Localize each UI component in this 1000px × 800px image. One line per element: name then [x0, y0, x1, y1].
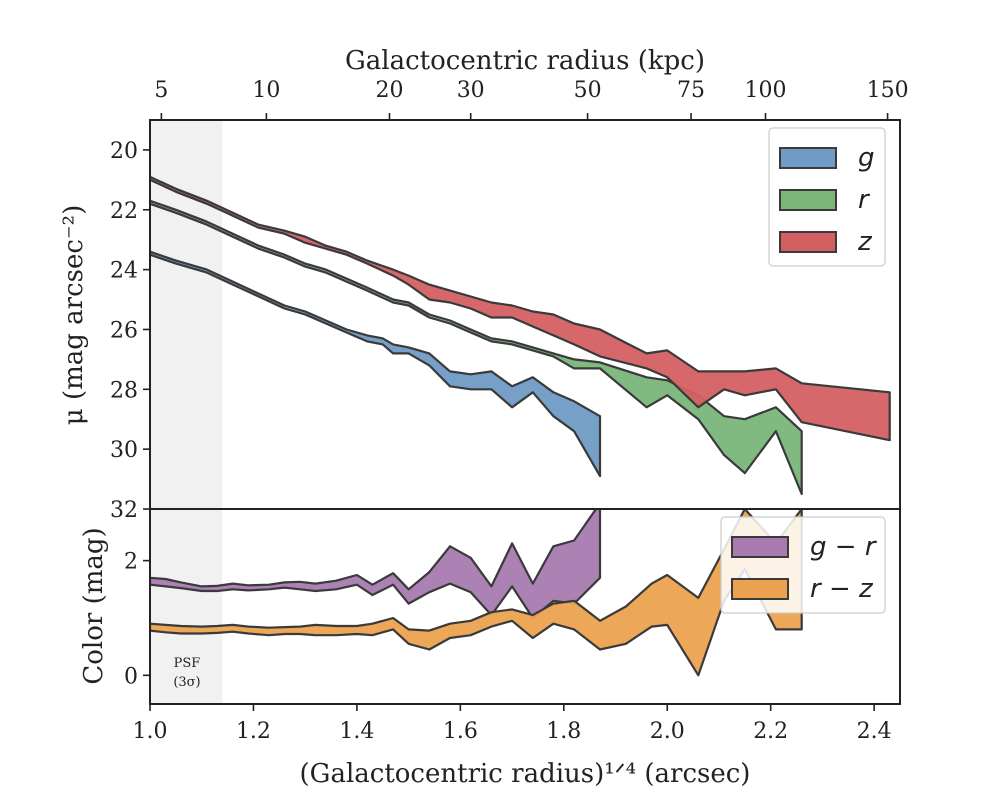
band-legend-label-r: r [858, 185, 871, 215]
color-legend-label-g-r: g − r [810, 532, 878, 562]
surface-brightness-band-r [150, 199, 803, 496]
top-tick-label: 5 [154, 78, 168, 103]
color-legend-swatch-r-z [731, 578, 789, 600]
x-tick-label: 1.6 [443, 719, 478, 744]
x-tick-label: 1.4 [339, 719, 374, 744]
top-axis-label: Galactocentric radius (kpc) [345, 46, 705, 76]
surface-brightness-band-g [150, 250, 602, 478]
band-legend-label-z: z [857, 227, 873, 257]
y-tick-label: 32 [110, 498, 138, 523]
x-tick-label: 2.0 [650, 719, 685, 744]
surface-brightness-band-z [150, 175, 891, 442]
top-tick-label: 50 [574, 78, 602, 103]
x-tick-label: 2.4 [857, 719, 892, 744]
top-tick-label: 75 [677, 78, 705, 103]
color-plot [150, 509, 803, 677]
x-tick-label: 1.2 [236, 719, 271, 744]
y-axis-label-color: Color (mag) [79, 527, 109, 684]
color-y-tick-label: 2 [124, 550, 138, 575]
surface-brightness-plot [150, 175, 891, 496]
band-legend-swatch-g [779, 147, 837, 169]
y-tick-label: 26 [110, 318, 138, 343]
top-tick-label: 100 [745, 78, 787, 103]
band-legend-swatch-r [779, 189, 837, 211]
psf-label: PSF [174, 656, 201, 671]
top-tick-label: 30 [457, 78, 485, 103]
bottom-panel-axes: 0 2 1.0 1.2 1.4 1.6 1.8 2.0 2.2 2.4 [124, 550, 892, 744]
psf-region-color [150, 509, 223, 704]
color-band-g-r [150, 509, 602, 620]
y-tick-label: 28 [110, 378, 138, 403]
bottom-panel-frame [149, 508, 901, 705]
y-tick-label: 20 [110, 139, 138, 164]
color-legend-label-r-z: r − z [810, 574, 874, 604]
top-tick-label: 20 [375, 78, 403, 103]
top-tick-label: 150 [867, 78, 909, 103]
psf-region [150, 120, 223, 509]
band-legend-label-g: g [858, 143, 875, 173]
y-tick-label: 22 [110, 199, 138, 224]
psf-sublabel: (3σ) [173, 675, 200, 690]
color-legend-swatch-g-r [731, 536, 789, 558]
color-y-tick-label: 0 [124, 664, 138, 689]
x-axis-label: (Galactocentric radius)¹ᐟ⁴ (arcsec) [300, 759, 751, 789]
y-axis-label-surface-brightness: μ (mag arcsec⁻²) [59, 205, 89, 425]
x-tick-label: 1.0 [133, 719, 168, 744]
x-tick-label: 1.8 [546, 719, 581, 744]
top-panel-axes: 20 22 24 26 28 30 32 5 10 20 30 50 75 100 150 [110, 78, 909, 523]
band-legend-swatch-z [779, 231, 837, 253]
legend-bands: grz [768, 127, 886, 267]
y-tick-label: 30 [110, 438, 138, 463]
legend-colors: g − r r − z [720, 516, 886, 614]
y-tick-label: 24 [110, 259, 138, 284]
color-band-r-z [150, 509, 803, 677]
x-tick-label: 2.2 [753, 719, 788, 744]
top-tick-label: 10 [252, 78, 280, 103]
